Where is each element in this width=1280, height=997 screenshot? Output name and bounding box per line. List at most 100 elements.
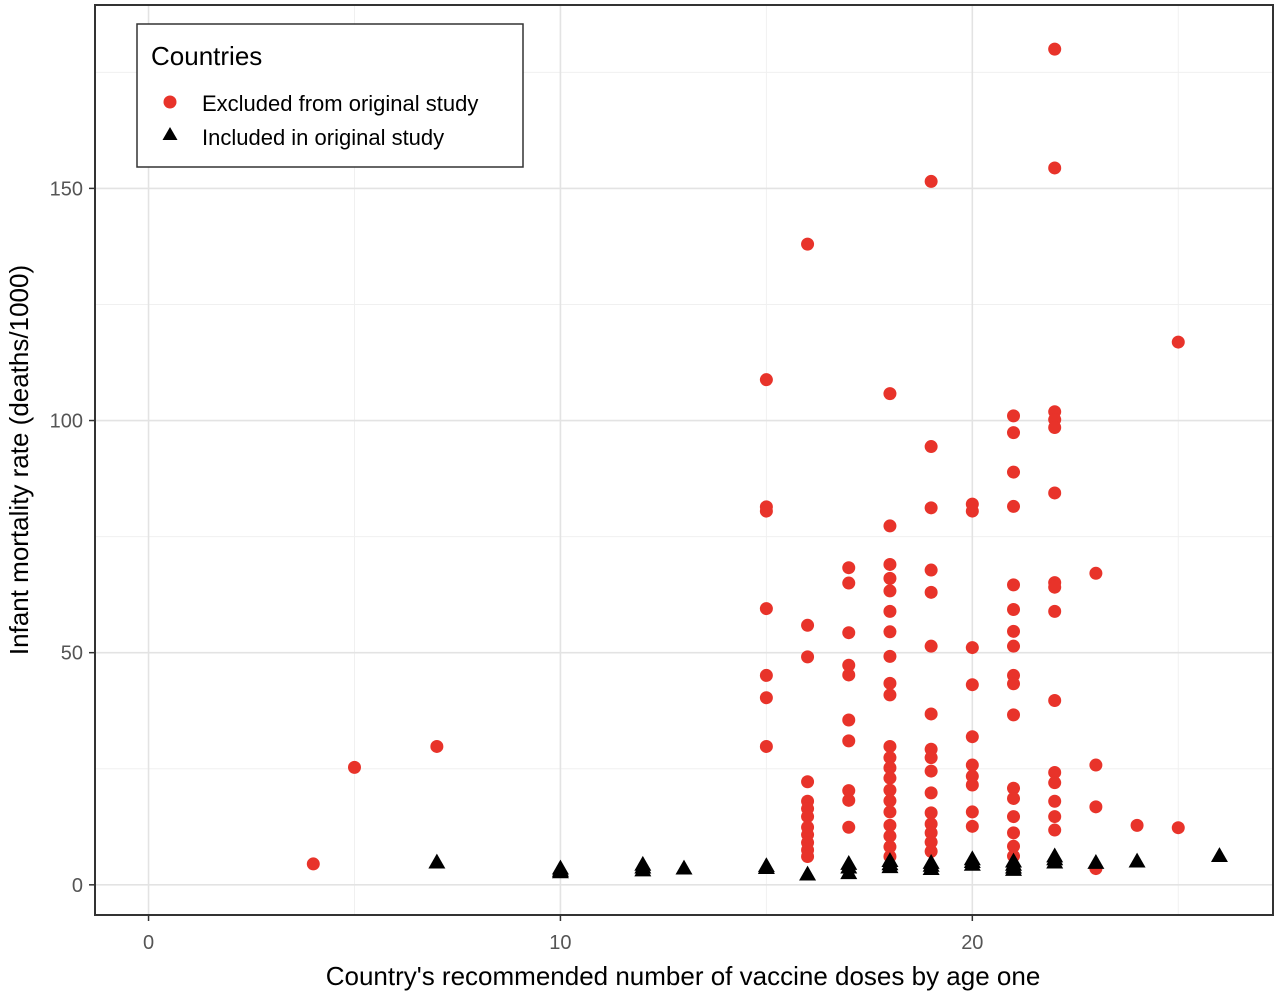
excluded-data-point: [842, 820, 856, 834]
excluded-data-point: [883, 739, 897, 753]
excluded-data-point: [924, 786, 938, 800]
excluded-data-point: [1048, 421, 1062, 434]
excluded-data-point: [1130, 818, 1144, 832]
excluded-data-point: [883, 818, 897, 832]
excluded-data-point: [1048, 694, 1062, 707]
excluded-data-point: [883, 783, 897, 797]
excluded-data-point: [1171, 821, 1185, 835]
excluded-data-point: [965, 819, 979, 833]
x-axis-ticks: 0 10 20: [143, 915, 983, 954]
excluded-data-point: [965, 805, 979, 819]
excluded-data-point: [965, 730, 979, 744]
x-tick-label: 10: [549, 932, 571, 954]
x-tick-label: 20: [961, 932, 983, 954]
excluded-data-point: [842, 713, 856, 727]
excluded-data-point: [759, 373, 773, 387]
excluded-data-point: [759, 691, 773, 705]
excluded-data-point: [1007, 826, 1021, 840]
included-data-point: [799, 865, 817, 881]
included-data-point: [922, 860, 940, 875]
excluded-data-point: [1007, 781, 1021, 795]
excluded-data-point: [883, 519, 897, 533]
excluded-data-point: [883, 571, 897, 585]
excluded-data-point: [965, 678, 979, 692]
excluded-data-point: [883, 625, 897, 639]
excluded-data-point: [842, 576, 856, 590]
y-tick-label: 150: [50, 178, 83, 200]
excluded-data-point: [306, 857, 320, 871]
excluded-data-point: [883, 794, 897, 808]
excluded-data-point: [1089, 800, 1103, 814]
included-data-point: [963, 855, 981, 871]
plot-border: [94, 4, 1274, 916]
excluded-data-point: [842, 784, 856, 798]
y-axis-title: Infant mortality rate (deaths/1000): [4, 265, 34, 655]
included-data-point: [1087, 854, 1105, 869]
included-data-point: [1128, 852, 1146, 868]
excluded-data-point: [924, 764, 938, 778]
excluded-data-point: [924, 440, 938, 454]
excluded-data-point: [801, 810, 815, 824]
excluded-data-point: [883, 557, 897, 571]
excluded-data-point: [842, 668, 856, 682]
excluded-data-point: [801, 850, 815, 863]
excluded-data-point: [1048, 823, 1062, 837]
excluded-data-point: [1007, 624, 1021, 638]
excluded-data-point: [1007, 409, 1021, 423]
excluded-data-point: [759, 602, 773, 616]
excluded-data-point: [1007, 499, 1021, 513]
excluded-data-point: [759, 739, 773, 753]
excluded-data-point: [883, 840, 897, 854]
excluded-data-point: [1007, 677, 1021, 691]
excluded-data-point: [924, 844, 938, 858]
excluded-data-point: [924, 826, 938, 840]
excluded-data-point: [842, 561, 856, 575]
excluded-data-point: [1048, 810, 1062, 824]
legend-box: [136, 23, 524, 168]
included-data-point: [675, 859, 693, 875]
excluded-data-point: [842, 626, 856, 640]
excluded-data-point: [1171, 335, 1185, 349]
legend-included-label: Included in original study: [202, 125, 444, 150]
excluded-data-point: [759, 504, 773, 518]
legend-excluded-label: Excluded from original study: [202, 91, 478, 116]
excluded-data-point: [883, 584, 897, 598]
y-tick-label: 0: [72, 875, 83, 897]
excluded-data-point: [924, 563, 938, 577]
included-data-point: [757, 859, 775, 875]
excluded-data-point: [883, 604, 897, 618]
excluded-data-point: [924, 501, 938, 515]
excluded-data-point: [1007, 791, 1021, 805]
excluded-data-point: [924, 585, 938, 599]
excluded-data-point: [801, 618, 815, 632]
excluded-data-point: [965, 778, 979, 792]
y-axis-ticks: 0 50 100 150: [50, 178, 95, 897]
included-data-point: [428, 853, 446, 869]
excluded-data-point: [801, 650, 815, 664]
plot-area: [94, 4, 1274, 916]
included-data-point: [1005, 861, 1023, 876]
series-excluded-points: [306, 42, 1185, 876]
excluded-data-point: [924, 806, 938, 820]
excluded-data-point: [1048, 794, 1062, 808]
excluded-data-point: [924, 707, 938, 721]
excluded-data-point: [965, 504, 979, 518]
excluded-data-point: [759, 668, 773, 682]
excluded-data-point: [1048, 765, 1062, 779]
excluded-data-point: [965, 758, 979, 772]
excluded-data-point: [883, 676, 897, 690]
excluded-data-point: [1048, 776, 1062, 790]
excluded-data-point: [1048, 580, 1062, 594]
excluded-data-point: [883, 751, 897, 765]
excluded-data-point: [883, 761, 897, 775]
excluded-data-point: [430, 739, 444, 753]
excluded-data-point: [1007, 708, 1021, 722]
excluded-data-point: [924, 639, 938, 653]
y-tick-label: 100: [50, 411, 83, 433]
excluded-data-point: [842, 658, 856, 672]
excluded-data-point: [883, 805, 897, 819]
excluded-data-point: [1048, 42, 1062, 56]
excluded-data-point: [924, 751, 938, 765]
included-data-point: [881, 858, 899, 874]
